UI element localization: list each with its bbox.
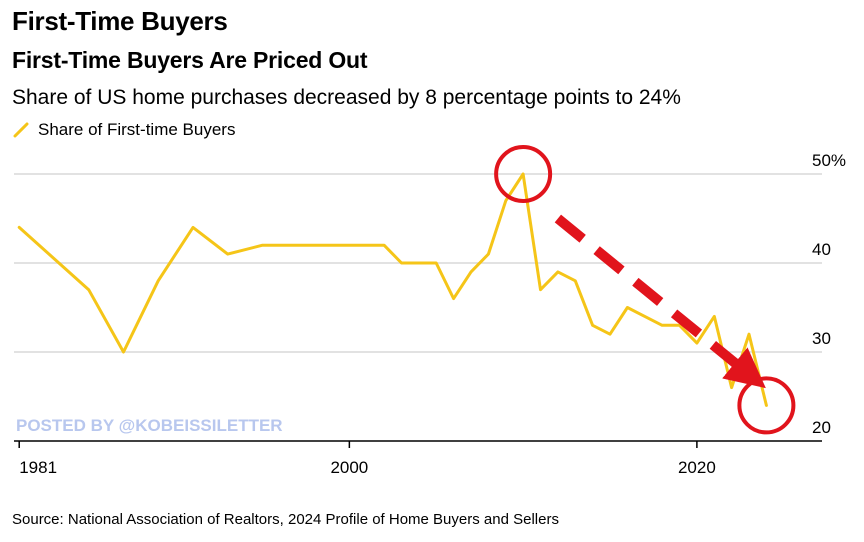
highlight-circle	[737, 376, 796, 435]
x-tick-label: 1981	[19, 458, 57, 477]
y-tick-label: 30	[812, 329, 831, 348]
highlight-circle	[494, 145, 553, 203]
y-tick-label: 50%	[812, 151, 846, 170]
trend-arrow	[554, 214, 766, 389]
source-note: Source: National Association of Realtors…	[12, 511, 559, 528]
y-tick-label: 40	[812, 240, 831, 259]
chart-subtitle: Share of US home purchases decreased by …	[12, 86, 681, 109]
series-line	[17, 172, 768, 407]
watermark: POSTED BY @KOBEISSILETTER	[16, 416, 283, 435]
chart-legend: Share of First-time Buyers	[12, 120, 235, 140]
line-chart: POSTED BY @KOBEISSILETTER 50% 40 30 20 1981 2…	[14, 145, 846, 477]
legend-line-icon	[13, 122, 29, 138]
chart-title: First-Time Buyers Are Priced Out	[12, 47, 368, 73]
x-tick-label: 2000	[330, 458, 368, 477]
y-tick-label: 20	[812, 418, 831, 437]
x-tick-label: 2020	[678, 458, 716, 477]
brand-heading: First-Time Buyers	[12, 6, 228, 36]
legend-label: Share of First-time Buyers	[38, 120, 236, 139]
